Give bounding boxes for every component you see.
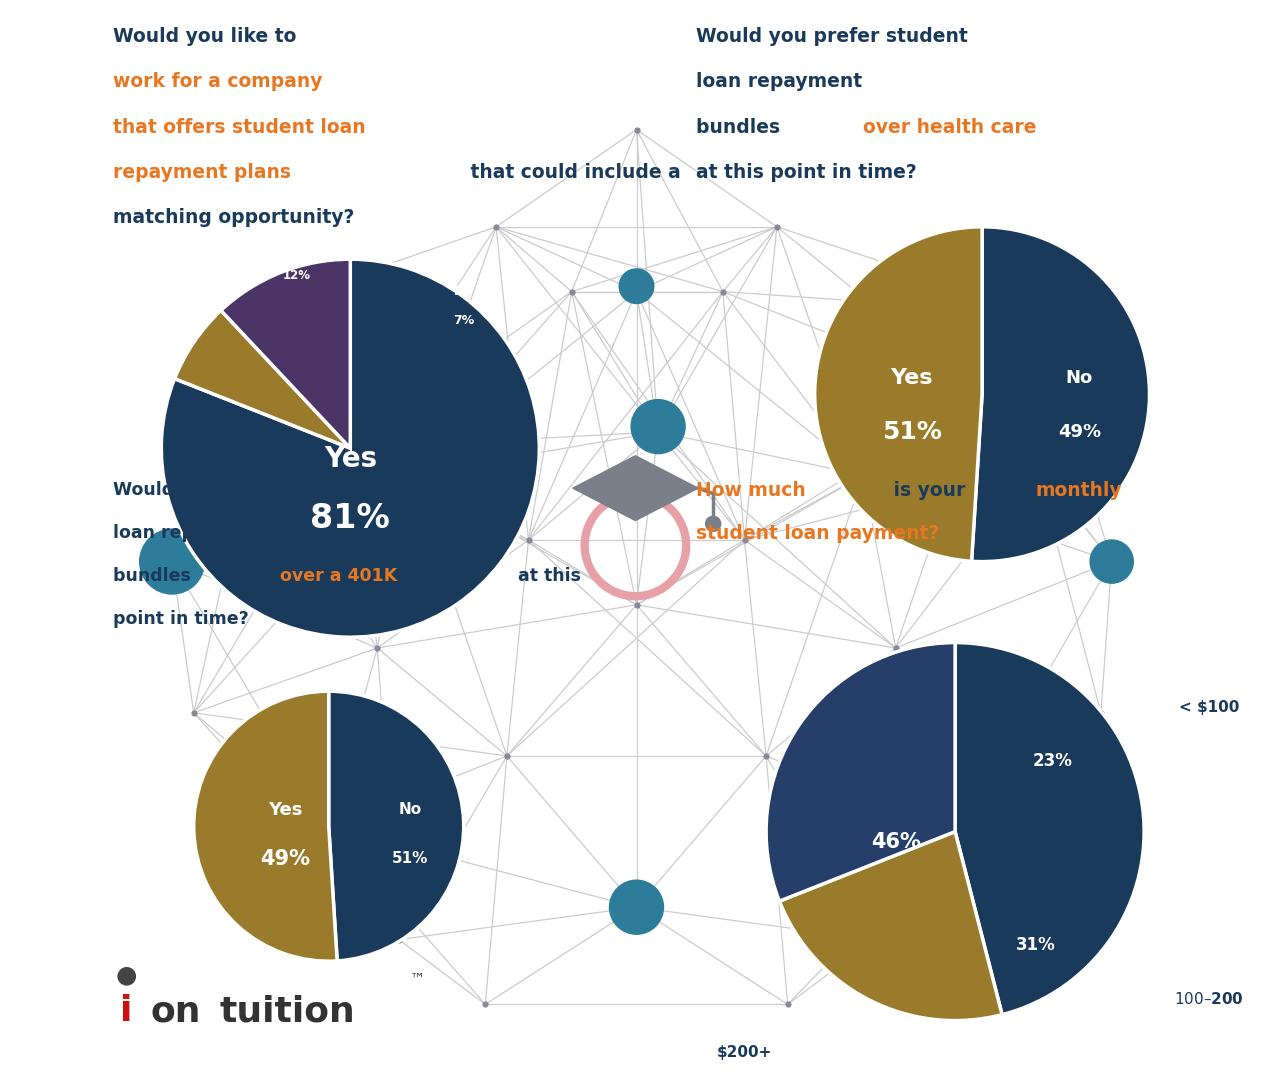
Text: monthly: monthly: [1035, 481, 1122, 500]
Text: < $100: < $100: [1179, 700, 1239, 715]
Wedge shape: [971, 227, 1150, 562]
Wedge shape: [766, 643, 955, 901]
Text: Would you prefer student: Would you prefer student: [113, 481, 364, 499]
Circle shape: [705, 516, 721, 531]
Circle shape: [118, 968, 135, 985]
Text: 51%: 51%: [392, 851, 428, 866]
Wedge shape: [222, 259, 350, 448]
Text: at this: at this: [512, 567, 582, 585]
Text: that could include a: that could include a: [463, 163, 681, 183]
Text: i: i: [120, 995, 132, 1028]
Wedge shape: [174, 310, 350, 448]
Text: No: No: [454, 285, 474, 298]
Text: Would you prefer student: Would you prefer student: [696, 27, 967, 46]
Text: Yes: Yes: [323, 445, 377, 473]
Text: student loan payment?: student loan payment?: [696, 524, 939, 543]
Text: $200+: $200+: [717, 1045, 773, 1061]
Text: matching opportunity?: matching opportunity?: [113, 208, 354, 228]
Text: over health care: over health care: [863, 118, 1036, 137]
Text: Yes: Yes: [891, 368, 933, 388]
Text: $100–$200: $100–$200: [1174, 991, 1244, 1007]
Text: work for a company: work for a company: [113, 72, 322, 92]
Wedge shape: [779, 832, 1002, 1021]
Text: 49%: 49%: [261, 849, 311, 868]
Text: No: No: [1066, 369, 1094, 387]
Text: 7%: 7%: [453, 314, 475, 327]
Text: Would you like to: Would you like to: [113, 27, 303, 46]
Polygon shape: [573, 456, 698, 521]
Wedge shape: [193, 691, 337, 961]
Text: repayment plans: repayment plans: [113, 163, 290, 183]
Text: tuition: tuition: [220, 995, 355, 1028]
Text: How much: How much: [696, 481, 806, 500]
Text: 81%: 81%: [311, 502, 391, 535]
Text: loan repayment: loan repayment: [696, 72, 862, 92]
Wedge shape: [955, 643, 1144, 1015]
Text: point in time?: point in time?: [113, 610, 248, 629]
Wedge shape: [815, 227, 981, 562]
Text: 51%: 51%: [882, 420, 942, 444]
Text: bundles: bundles: [696, 118, 787, 137]
Text: ™: ™: [410, 972, 425, 987]
Text: 49%: 49%: [1058, 423, 1101, 441]
Wedge shape: [162, 259, 540, 637]
Text: Indifferent: Indifferent: [261, 242, 332, 255]
Text: 23%: 23%: [1032, 753, 1072, 770]
Circle shape: [619, 269, 654, 303]
Text: is your: is your: [887, 481, 971, 500]
Text: 31%: 31%: [1016, 936, 1057, 954]
Text: 12%: 12%: [283, 269, 311, 282]
Text: No: No: [398, 802, 421, 818]
Circle shape: [1090, 540, 1133, 583]
Text: that offers student loan: that offers student loan: [113, 118, 365, 137]
Text: on: on: [150, 995, 201, 1028]
Circle shape: [140, 529, 205, 594]
Circle shape: [631, 400, 685, 454]
Text: at this point in time?: at this point in time?: [696, 163, 917, 183]
Text: Yes: Yes: [269, 801, 303, 819]
Text: bundles: bundles: [113, 567, 196, 585]
Text: loan repayment: loan repayment: [113, 524, 267, 542]
Circle shape: [610, 880, 663, 934]
Wedge shape: [328, 691, 463, 961]
Text: over a 401K: over a 401K: [280, 567, 397, 585]
Text: 46%: 46%: [871, 833, 920, 852]
